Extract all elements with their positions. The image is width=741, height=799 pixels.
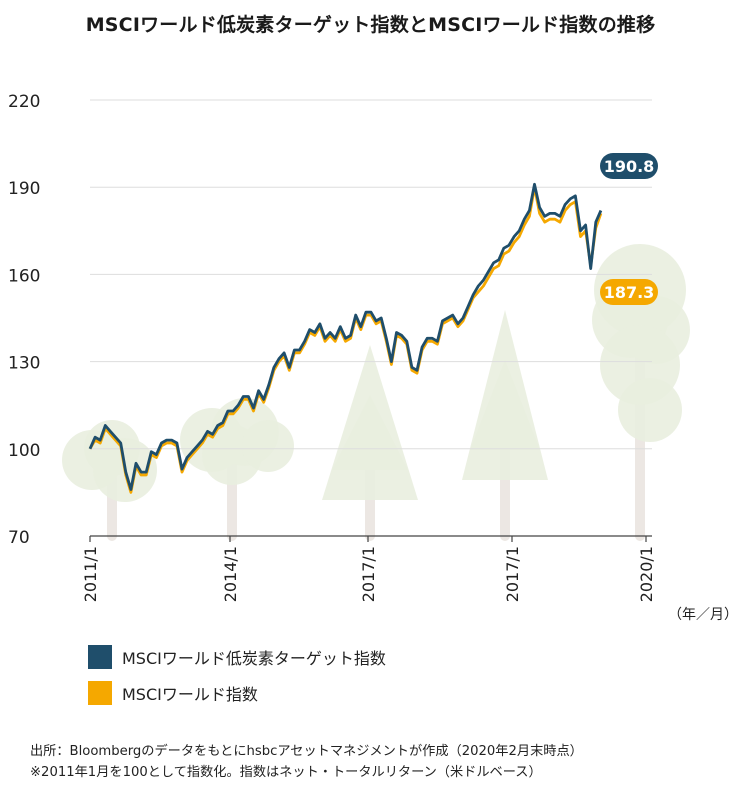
- series-line: [88, 182, 603, 491]
- y-axis-ticks: 70 100 130 160 190 220: [8, 92, 40, 548]
- grid-lines: [90, 99, 652, 537]
- x-tick-label: 2020/1: [637, 546, 656, 602]
- source-note: 出所：Bloombergのデータをもとにhsbcアセットマネジメントが作成（20…: [30, 741, 583, 783]
- line-chart: 70 100 130 160 190 220 2011/1 2014/1 2017/1 2017…: [8, 92, 690, 602]
- pine-crown: [470, 360, 540, 450]
- tree-crown: [618, 378, 682, 442]
- annotation-value: 187.3: [604, 283, 655, 302]
- legend: MSCIワールド低炭素ターゲット指数 MSCIワールド指数: [88, 642, 386, 714]
- source-line-2: ※2011年1月を100として指数化。指数はネット・トータルリターン（米ドルベー…: [30, 765, 542, 780]
- x-axis-ticks: 2011/1 2014/1 2017/1 2017/1 2020/1: [81, 536, 656, 602]
- x-tick-label: 2014/1: [221, 546, 240, 602]
- x-tick-label: 2017/1: [359, 546, 378, 602]
- x-tick-label: 2017/1: [503, 546, 522, 602]
- y-tick-label: 100: [8, 441, 40, 461]
- legend-label-world: MSCIワールド指数: [122, 685, 258, 704]
- y-tick-label: 190: [8, 179, 40, 199]
- x-axis-unit-label: （年／月）: [668, 607, 738, 623]
- background-trees: [62, 244, 690, 541]
- value-annotations: 190.8 187.3: [600, 153, 658, 305]
- legend-item-world: MSCIワールド指数: [88, 678, 386, 708]
- y-tick-label: 130: [8, 354, 40, 374]
- y-tick-label: 70: [8, 528, 30, 548]
- y-tick-label: 160: [8, 266, 40, 286]
- legend-swatch-low-carbon: [88, 645, 112, 669]
- annotation-value: 190.8: [604, 157, 655, 176]
- legend-swatch-world: [88, 681, 112, 705]
- x-tick-label: 2011/1: [81, 546, 100, 602]
- source-line-1: 出所：Bloombergのデータをもとにhsbcアセットマネジメントが作成（20…: [30, 744, 583, 759]
- tree-crown: [84, 420, 140, 476]
- legend-label-low-carbon: MSCIワールド低炭素ターゲット指数: [122, 649, 386, 668]
- annotation-pill: [600, 279, 658, 305]
- pine-crown: [332, 395, 408, 470]
- series-line: [88, 185, 603, 494]
- series-lines: [88, 182, 603, 494]
- tree-crown: [242, 420, 294, 472]
- legend-item-low-carbon: MSCIワールド低炭素ターゲット指数: [88, 642, 386, 672]
- y-tick-label: 220: [8, 92, 40, 112]
- annotation-pill: [600, 153, 658, 179]
- chart-title: MSCIワールド低炭素ターゲット指数とMSCIワールド指数の推移: [85, 14, 656, 36]
